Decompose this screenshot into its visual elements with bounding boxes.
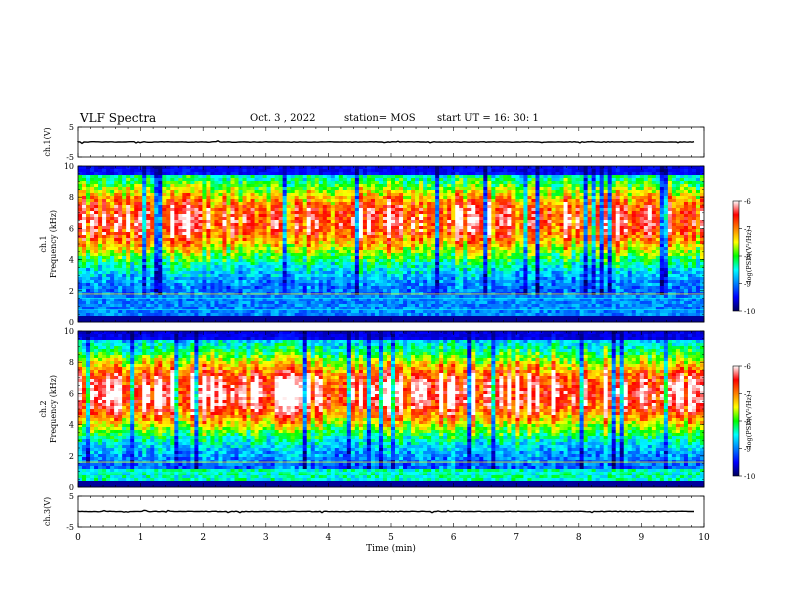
y-axis-label: ch.1 bbox=[39, 235, 48, 252]
station-label: station= MOS bbox=[344, 113, 416, 124]
x-tick-label: 9 bbox=[639, 533, 645, 543]
y-axis-label: ch.1(V) bbox=[43, 127, 52, 156]
x-tick-label: 6 bbox=[451, 533, 457, 543]
y-axis-label: Frequency (kHz) bbox=[49, 210, 58, 278]
y-tick-label: 5 bbox=[69, 492, 74, 501]
x-tick-label: 8 bbox=[576, 533, 582, 543]
x-axis-label: Time (min) bbox=[366, 543, 416, 554]
colorbar-tick-label: -9 bbox=[744, 281, 751, 289]
y-tick-label: 0 bbox=[69, 318, 74, 327]
y-axis-label: ch.2 bbox=[39, 400, 48, 417]
colorbar-label: log(PSD)(V²/Hz) bbox=[745, 229, 753, 282]
y-tick-label: 10 bbox=[64, 162, 74, 171]
y-tick-label: 8 bbox=[69, 358, 74, 367]
colorbar-tick-label: -10 bbox=[744, 308, 755, 316]
start-time-label: start UT = 16: 30: 1 bbox=[437, 113, 539, 124]
colorbar-ch2 bbox=[732, 365, 740, 477]
colorbar-tick-label: -6 bbox=[744, 363, 751, 371]
y-axis-label: Frequency (kHz) bbox=[49, 375, 58, 443]
colorbar-tick-label: -7 bbox=[744, 226, 751, 234]
y-tick-label: -5 bbox=[66, 153, 74, 162]
colorbar-tick-label: -7 bbox=[744, 391, 751, 399]
waveform-ch3 bbox=[77, 509, 694, 514]
y-tick-label: 5 bbox=[69, 123, 74, 132]
colorbar-ch1 bbox=[732, 200, 740, 312]
colorbar-label: log(PSD)(V²/Hz) bbox=[745, 394, 753, 447]
y-tick-label: 4 bbox=[69, 256, 74, 265]
colorbar-tick-label: -6 bbox=[744, 198, 751, 206]
x-tick-label: 10 bbox=[698, 533, 710, 543]
y-tick-label: -5 bbox=[66, 523, 74, 532]
x-tick-label: 0 bbox=[75, 533, 81, 543]
y-tick-label: 4 bbox=[69, 421, 74, 430]
x-tick-label: 5 bbox=[388, 533, 394, 543]
y-tick-label: 2 bbox=[69, 452, 74, 461]
y-tick-label: 6 bbox=[69, 224, 74, 233]
x-tick-label: 2 bbox=[200, 533, 206, 543]
x-tick-label: 3 bbox=[263, 533, 269, 543]
waveform-ch1 bbox=[77, 140, 695, 145]
y-axis-label: ch.3(V) bbox=[43, 497, 52, 526]
y-tick-label: 2 bbox=[69, 287, 74, 296]
y-tick-label: 8 bbox=[69, 193, 74, 202]
spectrogram-ch1 bbox=[78, 166, 705, 323]
y-tick-label: 0 bbox=[69, 483, 74, 492]
colorbar-tick-label: -9 bbox=[744, 446, 751, 454]
date-label: Oct. 3 , 2022 bbox=[250, 113, 316, 124]
colorbar-tick-label: -8 bbox=[744, 253, 751, 261]
figure-title: VLF Spectra bbox=[80, 111, 157, 125]
x-tick-label: 1 bbox=[138, 533, 144, 543]
y-tick-label: 6 bbox=[69, 389, 74, 398]
x-tick-label: 4 bbox=[326, 533, 332, 543]
colorbar-tick-label: -8 bbox=[744, 418, 751, 426]
colorbar-tick-label: -10 bbox=[744, 473, 755, 481]
y-tick-label: 10 bbox=[64, 327, 74, 336]
spectrogram-ch2 bbox=[78, 331, 705, 488]
x-tick-label: 7 bbox=[513, 533, 519, 543]
